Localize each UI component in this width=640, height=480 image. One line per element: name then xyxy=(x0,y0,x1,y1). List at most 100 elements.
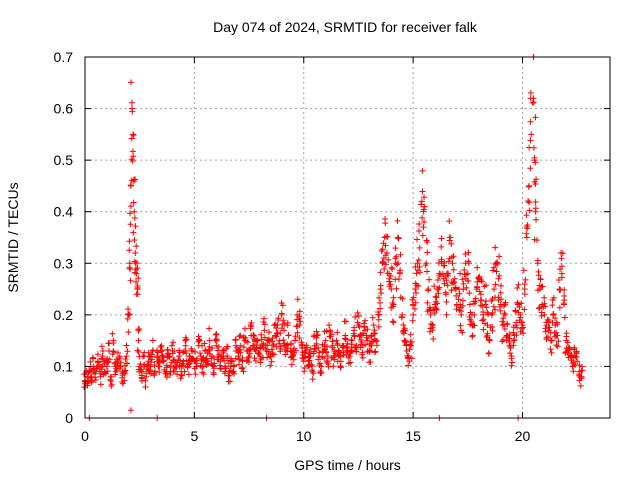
data-point xyxy=(239,355,246,362)
data-point xyxy=(407,342,414,349)
data-point xyxy=(117,359,124,366)
data-point xyxy=(193,363,200,370)
data-point xyxy=(377,269,384,276)
data-point xyxy=(298,339,305,346)
data-point xyxy=(421,194,428,201)
data-point xyxy=(448,254,455,261)
data-point xyxy=(151,362,158,369)
data-point xyxy=(174,371,181,378)
data-point xyxy=(484,322,491,329)
data-point xyxy=(513,319,520,326)
data-point xyxy=(276,337,283,344)
data-point xyxy=(412,299,419,306)
data-point xyxy=(242,325,249,332)
data-point xyxy=(182,347,189,354)
data-point xyxy=(457,322,464,329)
data-point xyxy=(294,329,301,336)
data-point xyxy=(412,286,419,293)
data-point xyxy=(387,272,394,279)
data-point xyxy=(269,350,276,357)
data-point xyxy=(533,216,540,223)
data-point xyxy=(123,353,130,360)
data-point xyxy=(425,287,432,294)
data-point xyxy=(127,407,134,414)
data-point xyxy=(203,362,210,369)
data-point xyxy=(440,275,447,282)
data-point xyxy=(214,347,221,354)
data-point xyxy=(99,347,106,354)
data-point xyxy=(527,118,534,125)
data-point xyxy=(116,353,123,360)
data-point xyxy=(143,370,150,377)
data-point xyxy=(532,114,539,121)
data-point xyxy=(382,261,389,268)
data-point xyxy=(555,338,562,345)
data-point xyxy=(389,318,396,325)
data-point xyxy=(519,324,526,331)
data-point xyxy=(507,350,514,357)
data-point xyxy=(417,269,424,276)
data-point xyxy=(296,315,303,322)
data-point xyxy=(236,347,243,354)
data-point xyxy=(97,381,104,388)
data-point xyxy=(124,315,131,322)
data-point xyxy=(317,368,324,375)
x-tick-label: 5 xyxy=(190,428,198,444)
data-point xyxy=(257,359,264,366)
data-point xyxy=(313,334,320,341)
data-point xyxy=(284,319,291,326)
data-point xyxy=(429,321,436,328)
data-point xyxy=(183,336,190,343)
data-point xyxy=(394,234,401,241)
data-point xyxy=(238,365,245,372)
data-point xyxy=(321,355,328,362)
data-point xyxy=(142,377,149,384)
data-point xyxy=(431,283,438,290)
data-point xyxy=(125,311,132,318)
data-point xyxy=(494,261,501,268)
y-tick-label: 0.1 xyxy=(54,358,74,374)
data-point xyxy=(184,364,191,371)
data-point xyxy=(464,270,471,277)
data-point xyxy=(135,275,142,282)
data-point xyxy=(531,154,538,161)
data-point xyxy=(516,304,523,311)
data-point xyxy=(449,260,456,267)
data-point xyxy=(361,323,368,330)
data-point xyxy=(324,343,331,350)
data-point xyxy=(159,358,166,365)
data-point xyxy=(278,299,285,306)
data-point xyxy=(248,319,255,326)
data-point xyxy=(434,300,441,307)
data-point xyxy=(307,346,314,353)
data-point xyxy=(226,372,233,379)
data-point xyxy=(167,363,174,370)
data-point xyxy=(518,300,525,307)
data-point xyxy=(547,346,554,353)
data-point xyxy=(371,330,378,337)
data-point xyxy=(525,197,532,204)
axis-ticks: 0 0.1 0.2 0.3 0.4 0.5 0.6 0.7 0 5 10 15 20 xyxy=(54,49,610,444)
data-point xyxy=(206,343,213,350)
data-point xyxy=(243,338,250,345)
data-point xyxy=(209,345,216,352)
data-point xyxy=(273,325,280,332)
data-point xyxy=(201,340,208,347)
data-point xyxy=(133,243,140,250)
data-point xyxy=(535,272,542,279)
data-point xyxy=(561,293,568,300)
data-point xyxy=(444,270,451,277)
data-point xyxy=(476,288,483,295)
data-point xyxy=(291,345,298,352)
data-point xyxy=(359,349,366,356)
data-point xyxy=(98,355,105,362)
data-point xyxy=(127,182,134,189)
data-point xyxy=(420,208,427,215)
data-point xyxy=(128,99,135,106)
data-point xyxy=(426,304,433,311)
data-point xyxy=(340,352,347,359)
data-point xyxy=(474,264,481,271)
data-point xyxy=(297,318,304,325)
data-point xyxy=(310,370,317,377)
data-point xyxy=(130,131,137,138)
